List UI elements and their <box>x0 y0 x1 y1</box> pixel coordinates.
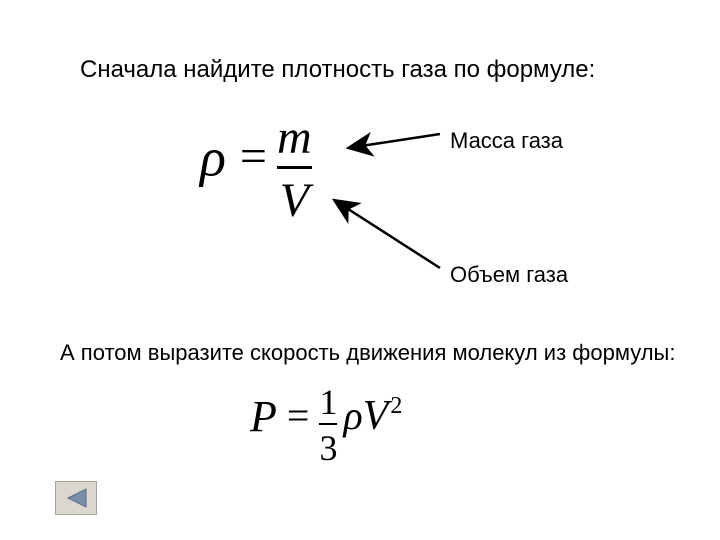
fraction-one-third: 1 3 <box>319 384 337 466</box>
symbol-rho-2: ρ <box>343 393 362 438</box>
triangle-left-icon <box>64 487 88 509</box>
back-button[interactable] <box>55 481 97 515</box>
formula-pressure: P= 1 3 ρV2 <box>250 386 400 468</box>
fraction-bar-2 <box>319 423 337 425</box>
symbol-v: V <box>363 393 389 439</box>
denominator-3: 3 <box>319 428 337 466</box>
symbol-p: P <box>250 392 277 441</box>
heading-express-velocity: А потом выразите скорость движения молек… <box>60 340 675 366</box>
numerator-1: 1 <box>319 384 337 420</box>
symbol-equals-2: = <box>287 393 310 438</box>
exponent-2: 2 <box>390 393 402 419</box>
